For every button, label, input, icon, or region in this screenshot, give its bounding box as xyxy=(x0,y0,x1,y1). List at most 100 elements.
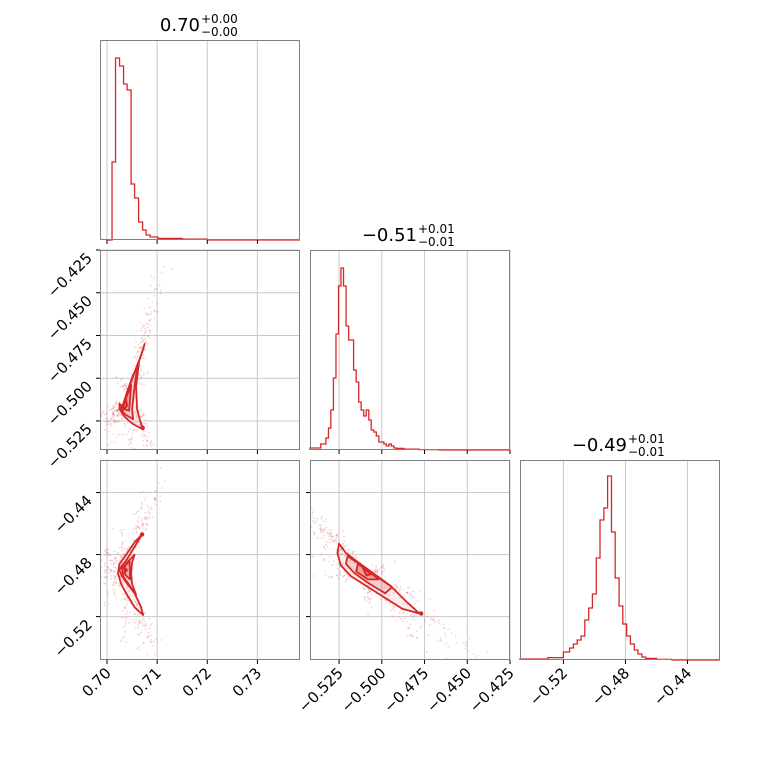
param-2-title-minus: −0.01 xyxy=(418,235,455,249)
scatter-point xyxy=(114,557,117,560)
scatter-point xyxy=(138,634,141,636)
scatter-point xyxy=(115,597,118,599)
scatter-point xyxy=(144,331,147,334)
scatter-point xyxy=(375,566,378,568)
scatter-point xyxy=(145,624,148,627)
scatter-point xyxy=(326,531,329,534)
scatter-point xyxy=(338,572,341,574)
scatter-point xyxy=(373,569,376,572)
scatter-point xyxy=(442,623,444,626)
scatter-point xyxy=(149,443,152,446)
scatter-point xyxy=(140,507,143,509)
scatter-point xyxy=(122,553,125,556)
scatter-point xyxy=(121,417,123,420)
x-tick-label: −0.450 xyxy=(423,664,475,716)
scatter-point xyxy=(111,527,114,530)
scatter-point xyxy=(156,487,159,489)
scatter-point xyxy=(320,529,323,532)
scatter-point xyxy=(113,410,116,413)
scatter-point xyxy=(344,545,346,547)
scatter-point xyxy=(140,520,143,522)
scatter-point xyxy=(139,508,142,511)
y-tick-label: −0.475 xyxy=(44,335,96,387)
scatter-point xyxy=(113,421,115,424)
scatter-point xyxy=(114,557,116,560)
scatter-point xyxy=(153,497,156,500)
scatter-point xyxy=(143,642,146,645)
scatter-point xyxy=(346,568,349,570)
scatter-point xyxy=(148,305,150,308)
scatter-point xyxy=(146,424,149,427)
scatter-point xyxy=(312,520,315,523)
scatter-point xyxy=(110,570,113,572)
scatter-point xyxy=(137,521,140,524)
scatter-point xyxy=(382,565,385,568)
scatter-point xyxy=(103,582,106,584)
scatter-point xyxy=(113,415,115,417)
scatter-point xyxy=(147,334,150,337)
scatter-point xyxy=(144,422,147,425)
scatter-point xyxy=(148,509,150,512)
scatter-point xyxy=(144,627,147,630)
scatter-point xyxy=(159,501,162,503)
scatter-point xyxy=(343,570,346,573)
scatter-point xyxy=(365,592,368,594)
scatter-point xyxy=(405,591,408,594)
scatter-point xyxy=(330,533,333,536)
scatter-point xyxy=(108,418,111,421)
scatter-point xyxy=(312,520,315,523)
scatter-point xyxy=(110,441,113,443)
scatter-point xyxy=(160,292,162,295)
scatter-point xyxy=(117,409,119,412)
scatter-point xyxy=(111,584,114,586)
scatter-point xyxy=(323,520,325,523)
scatter-point xyxy=(343,574,346,577)
scatter-point xyxy=(146,373,149,376)
scatter-point xyxy=(410,594,413,597)
scatter-point xyxy=(411,597,413,599)
scatter-point xyxy=(142,323,145,326)
scatter-point xyxy=(373,570,376,573)
scatter-point xyxy=(140,415,143,418)
scatter-point xyxy=(143,332,146,335)
scatter-point xyxy=(141,619,143,621)
x-tick-label: −0.425 xyxy=(466,664,518,716)
scatter-point xyxy=(135,532,138,534)
scatter-point xyxy=(155,499,157,501)
scatter-point xyxy=(119,413,122,416)
scatter-point xyxy=(393,605,395,607)
y-tick-label: −0.500 xyxy=(44,377,96,429)
scatter-point xyxy=(143,328,146,330)
y-tick-label: −0.525 xyxy=(44,420,96,472)
scatter-point xyxy=(112,564,114,566)
scatter-point xyxy=(121,417,124,420)
y-tick-label: −0.425 xyxy=(44,249,96,301)
scatter-point xyxy=(102,411,104,414)
scatter-point xyxy=(410,614,413,616)
histogram-line xyxy=(309,267,510,451)
scatter-point xyxy=(144,357,147,359)
scatter-point xyxy=(403,594,406,597)
scatter-point xyxy=(340,548,342,550)
x-tick-label: 0.70 xyxy=(78,664,114,700)
scatter-point xyxy=(130,442,133,445)
scatter-point xyxy=(134,524,137,527)
scatter-point xyxy=(146,326,149,329)
scatter-point xyxy=(109,554,111,556)
scatter-point xyxy=(133,613,136,616)
scatter-point xyxy=(117,421,119,423)
scatter-point xyxy=(114,576,117,578)
scatter-point xyxy=(140,340,143,343)
scatter-point xyxy=(154,653,156,656)
scatter-point xyxy=(122,384,125,387)
density-contour xyxy=(122,398,128,410)
scatter-point xyxy=(114,421,117,423)
x-tick-label: 0.73 xyxy=(229,664,265,700)
scatter-point xyxy=(121,549,124,552)
scatter-point xyxy=(146,523,149,526)
scatter-point xyxy=(143,383,145,386)
scatter-point xyxy=(363,588,365,591)
scatter-point xyxy=(133,539,136,542)
scatter-point xyxy=(130,438,133,441)
